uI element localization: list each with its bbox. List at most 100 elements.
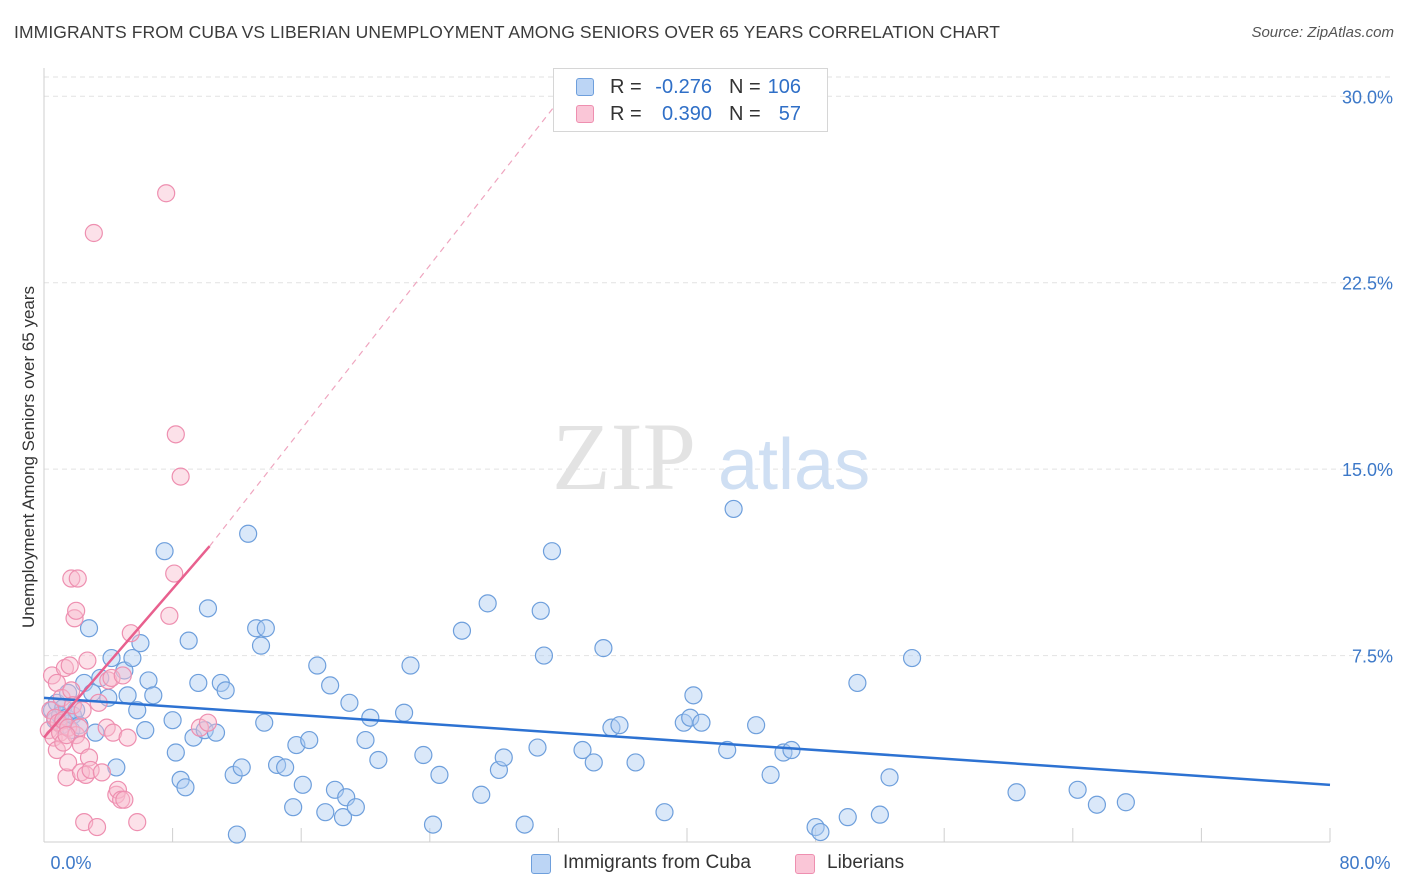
cuba-point <box>494 748 513 767</box>
liberia-point <box>121 624 140 643</box>
cuba-point <box>239 524 258 543</box>
cuba-point <box>430 765 449 784</box>
cuba-point <box>227 825 246 844</box>
cuba-point <box>684 686 703 705</box>
liberia-point <box>84 223 103 243</box>
legend-n-label: N = <box>729 76 761 98</box>
cuba-point <box>534 646 554 665</box>
cuba-point <box>401 656 420 675</box>
liberia-point <box>78 651 97 670</box>
cuba-point <box>356 730 375 750</box>
cuba-point <box>340 693 359 712</box>
cuba-point <box>870 805 890 824</box>
liberia-point <box>102 668 121 688</box>
x-tick-label: 0.0% <box>50 853 91 873</box>
cuba-point <box>515 815 534 834</box>
cuba-point <box>79 619 99 638</box>
liberia-point <box>65 609 84 628</box>
cuba-point <box>394 703 414 722</box>
cuba-point <box>131 634 150 653</box>
liberia-point <box>157 184 176 203</box>
cuba-point <box>452 621 472 640</box>
legend-n-value: 57 <box>778 103 801 125</box>
cuba-point <box>144 686 163 705</box>
y-tick-label: 15.0% <box>1342 460 1393 480</box>
liberia-point <box>68 569 87 588</box>
gridlines <box>44 76 1394 657</box>
liberia-points <box>39 184 218 837</box>
liberia-point <box>104 723 123 742</box>
chart-title: IMMIGRANTS FROM CUBA VS LIBERIAN UNEMPLO… <box>14 22 1001 42</box>
legend-n-value: 106 <box>767 76 801 98</box>
bottom-legend-swatch-liberia <box>795 854 815 874</box>
bottom-legend-swatch-cuba <box>531 854 551 874</box>
x-tick-label: 80.0% <box>1339 853 1390 873</box>
cuba-point <box>626 753 645 772</box>
cuba-point <box>761 765 780 784</box>
cuba-point <box>123 648 142 668</box>
liberia-point <box>57 768 76 787</box>
cuba-point <box>472 785 491 804</box>
cuba-point <box>655 803 674 822</box>
liberia-point <box>47 740 66 760</box>
cuba-point <box>478 594 497 613</box>
liberia-point <box>166 425 185 444</box>
liberia-point <box>128 813 147 832</box>
liberia-point <box>62 681 81 700</box>
cuba-point <box>155 542 174 561</box>
cuba-point <box>293 775 312 794</box>
cuba-point <box>255 713 274 732</box>
cuba-point <box>216 681 235 700</box>
cuba-point <box>176 778 195 797</box>
cuba-point <box>902 648 922 668</box>
cuba-point <box>610 716 629 735</box>
cuba-point <box>316 803 335 822</box>
bottom-legend-label-cuba: Immigrants from Cuba <box>563 852 751 873</box>
cuba-point <box>128 701 147 720</box>
legend-swatch-cuba <box>576 78 594 96</box>
cuba-point <box>718 740 737 760</box>
y-tick-label: 22.5% <box>1342 274 1393 294</box>
legend-r-label: R = <box>610 76 642 98</box>
cuba-point <box>542 542 562 561</box>
trend-lines <box>43 545 1331 787</box>
cuba-point <box>692 713 711 732</box>
cuba-point <box>300 730 319 750</box>
cuba-point <box>256 619 275 638</box>
cuba-point <box>838 808 857 827</box>
liberia-point <box>171 467 190 486</box>
cuba-point <box>1068 780 1087 799</box>
cuba-point <box>848 673 867 693</box>
liberia-point <box>57 726 76 745</box>
legend-swatch-liberia <box>576 105 594 123</box>
liberia-point <box>62 569 81 588</box>
cuba-point <box>681 708 700 727</box>
cuba-point <box>333 808 353 827</box>
cuba-point <box>118 686 137 705</box>
cuba-points <box>42 499 1135 844</box>
cuba-point <box>284 798 303 817</box>
cuba-point <box>724 499 743 519</box>
source-label: Source: ZipAtlas.com <box>1251 24 1394 41</box>
liberia-trend-extension-line <box>209 100 559 547</box>
liberia-point <box>118 728 137 747</box>
correlation-legend: R = -0.276 N = 106 R = 0.390 N = 57 <box>553 68 828 132</box>
watermark-zip: ZIP <box>552 403 696 510</box>
cuba-point <box>179 631 198 650</box>
cuba-point <box>136 721 155 740</box>
cuba-trend-line <box>43 696 1331 787</box>
cuba-point <box>584 753 603 772</box>
cuba-point <box>308 656 327 675</box>
legend-r-label: R = <box>610 103 642 125</box>
legend-n-label: N = <box>729 103 761 125</box>
cuba-point <box>414 745 433 765</box>
cuba-point <box>1087 795 1107 814</box>
bottom-legend-label-liberia: Liberians <box>827 852 905 873</box>
legend-r-value: -0.276 <box>655 76 712 98</box>
cuba-point <box>166 743 185 762</box>
cuba-point <box>346 798 365 817</box>
liberia-point <box>160 606 179 625</box>
cuba-point <box>423 815 443 834</box>
cuba-point <box>594 639 613 658</box>
